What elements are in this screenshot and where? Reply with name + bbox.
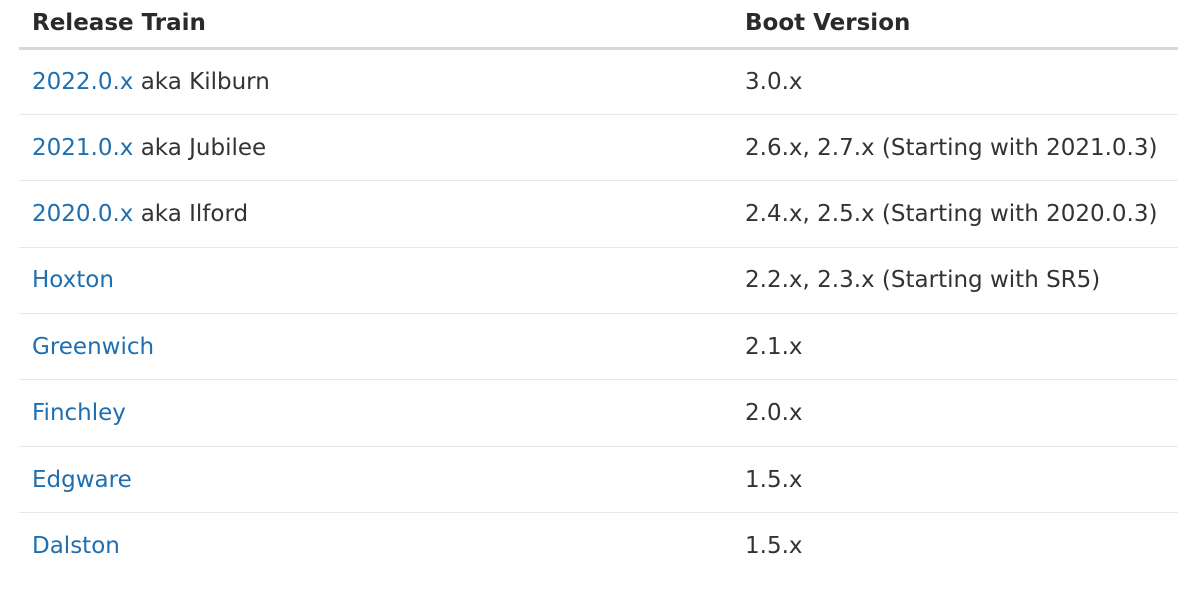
boot-version-cell: 1.5.x [732,446,1178,514]
release-train-link[interactable]: Edgware [32,466,132,493]
release-train-link[interactable]: Hoxton [32,267,114,294]
table-body: 2022.0.x aka Kilburn 3.0.x 2021.0.x aka … [19,48,1178,579]
header-row: Release Train Boot Version [19,0,1178,50]
boot-version-cell: 2.4.x, 2.5.x (Starting with 2020.0.3) [732,180,1178,248]
table-header: Release Train Boot Version [19,0,1178,50]
table-row: 2020.0.x aka Ilford 2.4.x, 2.5.x (Starti… [19,180,1178,248]
release-train-cell: Hoxton [19,247,732,315]
table-row: Hoxton 2.2.x, 2.3.x (Starting with SR5) [19,247,1178,315]
release-train-alias: aka Jubilee [133,134,267,161]
boot-version-cell: 3.0.x [732,48,1178,115]
release-train-cell: 2021.0.x aka Jubilee [19,114,732,182]
release-train-alias: aka Kilburn [133,68,270,95]
boot-version-cell: 2.0.x [732,379,1178,447]
release-train-link[interactable]: Finchley [32,400,126,427]
release-train-link[interactable]: Dalston [32,533,120,560]
release-train-cell: Greenwich [19,313,732,381]
table-row: Dalston 1.5.x [19,513,1178,579]
table-row: Greenwich 2.1.x [19,313,1178,381]
release-train-link[interactable]: 2021.0.x [32,134,134,161]
release-train-cell: 2020.0.x aka Ilford [19,180,732,248]
release-train-link[interactable]: 2020.0.x [32,200,134,227]
release-train-cell: Finchley [19,379,732,447]
boot-version-cell: 1.5.x [745,533,803,560]
release-train-cell: Edgware [19,446,732,514]
release-train-link[interactable]: Greenwich [32,333,155,360]
header-release-train: Release Train [19,0,732,50]
boot-version-cell: 2.1.x [732,313,1178,381]
table-row: 2022.0.x aka Kilburn 3.0.x [19,48,1178,115]
table-row: Finchley 2.0.x [19,379,1178,447]
compatibility-table: Release Train Boot Version 2022.0.x aka … [19,0,1178,579]
release-train-link[interactable]: 2022.0.x [32,68,134,95]
boot-version-cell: 2.2.x, 2.3.x (Starting with SR5) [732,247,1178,315]
release-train-alias: aka Ilford [133,200,249,227]
table-row: Edgware 1.5.x [19,446,1178,514]
boot-version-cell: 2.6.x, 2.7.x (Starting with 2021.0.3) [732,114,1178,182]
header-boot-version: Boot Version [732,0,1178,50]
release-train-cell: 2022.0.x aka Kilburn [19,48,732,115]
table-row: 2021.0.x aka Jubilee 2.6.x, 2.7.x (Start… [19,114,1178,182]
release-train-cell: Dalston [19,513,732,579]
